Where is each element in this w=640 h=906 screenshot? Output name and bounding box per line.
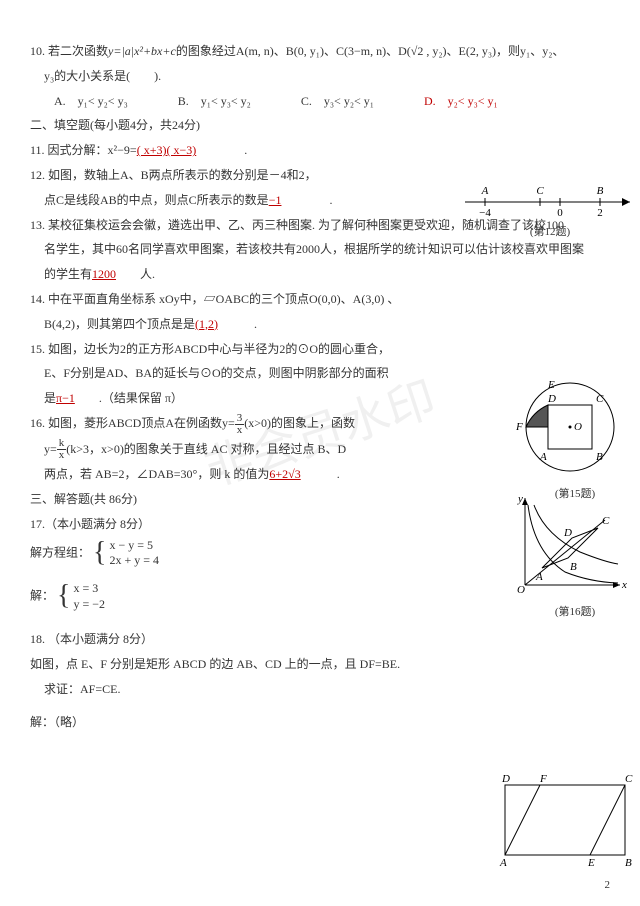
q10-choices: A. y₁< y₂< y₃ B. y₁< y₃< y₂ C. y₃< y₂< y… xyxy=(30,90,610,113)
q12-ans: −1 xyxy=(269,193,282,207)
q18-head: 18. （本小题满分 8分） xyxy=(30,628,610,651)
q17-eq2: 2x + y = 4 xyxy=(109,553,159,569)
q11-stem: 11. 因式分解：x²−9= xyxy=(30,143,137,157)
q10-line1: 10. 若二次函数y=|a|x²+bx+c的图象经过A(m, n)、B(0, y… xyxy=(30,40,610,63)
q14-l2: B(4,2)，则其第四个顶点是是(1,2) . xyxy=(30,313,610,336)
brace-icon: { xyxy=(57,588,70,605)
q10-opt-d: D. y₂< y₃< y₁ xyxy=(424,90,498,113)
q10-stem-a: 10. 若二次函数 xyxy=(30,44,108,58)
q13-l3: 的学生有1200 人. xyxy=(30,263,610,286)
q13-ans: 1200 xyxy=(92,267,116,281)
q14-ans: (1,2) xyxy=(195,317,218,331)
section-2: 二、填空题(每小题4分，共24分) xyxy=(30,114,610,137)
svg-text:B: B xyxy=(625,857,632,869)
svg-text:E: E xyxy=(587,857,595,869)
q13-l2: 名学生，其中60名同学喜欢甲图案，若该校共有2000人，根据所学的统计知识可以估… xyxy=(30,238,610,261)
q13-l1: 13. 某校征集校运会会徽，遴选出甲、乙、丙三种图案. 为了解何种图案更受欢迎，… xyxy=(30,214,610,237)
svg-text:x: x xyxy=(621,579,627,591)
q16-l3: 两点，若 AB=2，∠DAB=30°，则 k 的值为6+2√3 . xyxy=(30,463,610,486)
brace-icon: { xyxy=(93,545,106,562)
q18-l2: 求证：AF=CE. xyxy=(30,678,610,701)
q10-opt-c: C. y₃< y₂< y₁ xyxy=(301,90,374,113)
q10-opt-a: A. y₁< y₂< y₃ xyxy=(54,90,128,113)
q17-sol1: x = 3 xyxy=(73,581,105,597)
q10-line2: y₃的大小关系是( ). xyxy=(30,65,610,88)
figure-q18: D F C A E B xyxy=(490,770,640,870)
q16-l1: 16. 如图，菱形ABCD顶点A在例函数y=3x(x>0)的图象上，函数 xyxy=(30,412,610,436)
q17-system: 解方程组： { x − y = 5 2x + y = 4 xyxy=(30,538,610,569)
svg-text:F: F xyxy=(539,773,547,785)
q15-l3: 是π−1 .（结果保留 π） xyxy=(30,387,610,410)
q15-ans: π−1 xyxy=(56,391,75,405)
q17-head: 17.（本小题满分 8分） xyxy=(30,513,610,536)
q14-l1: 14. 中在平面直角坐标系 xOy中，▱OABC的三个顶点O(0,0)、A(3,… xyxy=(30,288,610,311)
page-number: 2 xyxy=(605,875,611,896)
q16-ans: 6+2√3 xyxy=(269,467,300,481)
q18-l1: 如图，点 E、F 分别是矩形 ABCD 的边 AB、CD 上的一点，且 DF=B… xyxy=(30,653,610,676)
q12-l2: 点C是线段AB的中点，则点C所表示的数是−1 . xyxy=(30,189,610,212)
q10-stem-b: 的图象经过A(m, n)、B(0, y₁)、C(3−m, n)、D(√2 , y… xyxy=(176,44,565,58)
q11-tail: . xyxy=(196,143,247,157)
q17-eq1: x − y = 5 xyxy=(109,538,159,554)
svg-text:D: D xyxy=(501,773,510,785)
q10-formula: y=|a|x²+bx+c xyxy=(108,44,176,58)
q17-sol2: y = −2 xyxy=(73,597,105,613)
frac-k-x: kx xyxy=(57,438,67,461)
q11-ans: ( x+3)( x−3) xyxy=(137,143,197,157)
q17-solution: 解： { x = 3 y = −2 xyxy=(30,581,610,612)
q11: 11. 因式分解：x²−9=( x+3)( x−3) . xyxy=(30,139,610,162)
frac-3-x: 3x xyxy=(235,413,245,436)
q15-l1: 15. 如图，边长为2的正方形ABCD中心与半径为2的⊙O的圆心重合， xyxy=(30,338,610,361)
q18-sol: 解：（略） xyxy=(30,711,610,734)
q12-l1: 12. 如图，数轴上A、B两点所表示的数分别是－4和2， xyxy=(30,164,610,187)
section-3: 三、解答题(共 86分) xyxy=(30,488,610,511)
svg-text:C: C xyxy=(625,773,633,785)
q16-l2: y=kx(k>3，x>0)的图象关于直线 AC 对称，且经过点 B、D xyxy=(30,438,610,462)
svg-text:A: A xyxy=(499,857,507,869)
q10-opt-b: B. y₁< y₃< y₂ xyxy=(178,90,251,113)
q15-l2: E、F分别是AD、BA的延长与⊙O的交点，则图中阴影部分的面积 xyxy=(30,362,610,385)
